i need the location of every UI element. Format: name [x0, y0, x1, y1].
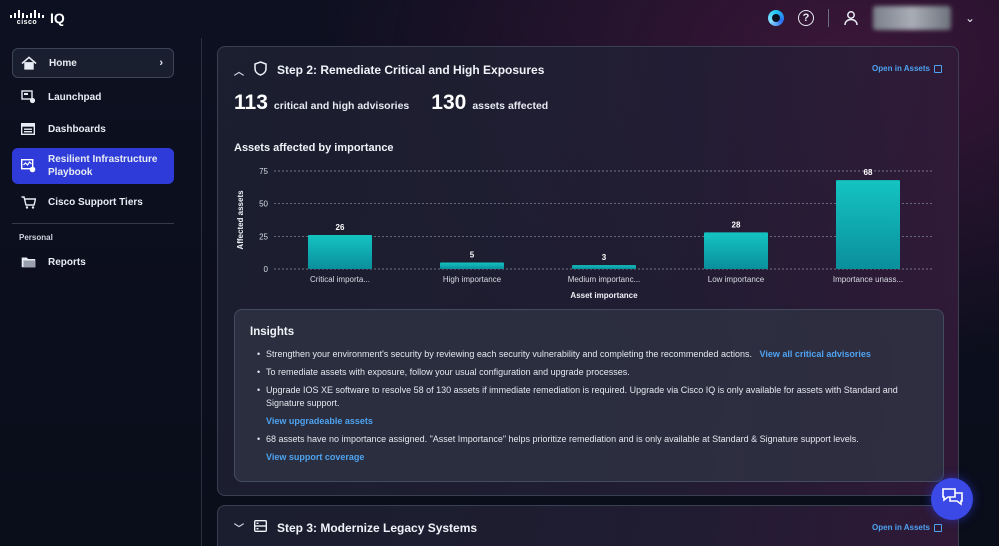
external-link-icon [934, 523, 942, 532]
step2-card: ︿ Step 2: Remediate Critical and High Ex… [217, 46, 959, 496]
bar [308, 235, 372, 269]
bar [572, 265, 636, 269]
sidebar-item-launchpad[interactable]: Launchpad [12, 82, 174, 112]
sidebar-item-dashboards[interactable]: Dashboards [12, 114, 174, 144]
list-item: 68 assets have no importance assigned. "… [257, 433, 937, 464]
bar-value-label: 68 [864, 168, 873, 177]
dashboards-icon [20, 123, 36, 135]
step2-title: Step 2: Remediate Critical and High Expo… [277, 63, 545, 77]
sidebar-item-label: Resilient Infrastructure Playbook [48, 154, 158, 178]
assets-by-importance-chart: 0 25 50 75 26 Critical importa... 5 High import… [236, 167, 934, 300]
product-name: IQ [50, 10, 65, 26]
user-icon[interactable] [843, 10, 859, 26]
chat-assistant-icon [940, 486, 964, 513]
sidebar-item-playbook[interactable]: Resilient Infrastructure Playbook [12, 148, 174, 184]
list-item: Upgrade IOS XE software to resolve 58 of… [257, 384, 937, 428]
ai-assistant-button[interactable] [931, 478, 973, 520]
sidebar-item-reports[interactable]: Reports [12, 247, 174, 277]
user-name-blurred[interactable] [872, 6, 951, 30]
x-tick-label: Critical importa... [310, 275, 370, 284]
launchpad-icon [20, 90, 36, 104]
x-tick-label: Low importance [708, 275, 765, 284]
assets-affected-count: 130 [431, 91, 467, 114]
help-icon[interactable]: ? [797, 10, 814, 26]
open-link-label: Open in Assets [872, 64, 930, 73]
webex-icon[interactable] [767, 10, 784, 26]
chart-title: Assets affected by importance [234, 142, 394, 154]
cisco-wordmark: cisco [16, 19, 38, 26]
list-item: Strengthen your environment's security b… [257, 348, 937, 361]
advisories-count: 113 [234, 91, 268, 114]
view-critical-advisories-link[interactable]: View all critical advisories [759, 349, 871, 359]
chevron-up-icon[interactable]: ︿ [234, 66, 244, 78]
bar-value-label: 26 [336, 223, 345, 232]
sidebar-item-support-tiers[interactable]: Cisco Support Tiers [12, 187, 174, 217]
content-divider [201, 38, 202, 546]
chevron-right-icon: › [159, 57, 163, 69]
sidebar-item-label: Reports [48, 256, 86, 268]
home-icon [21, 55, 37, 71]
bar-value-label: 28 [732, 220, 741, 229]
top-bar: cisco IQ ? ⌄ [0, 0, 999, 38]
y-axis-label: Affected assets [236, 190, 245, 250]
x-tick-label: Importance unass... [833, 275, 903, 284]
y-tick-label: 50 [259, 200, 268, 209]
insight-text: 68 assets have no importance assigned. "… [266, 434, 859, 444]
bar [440, 262, 504, 269]
insights-title: Insights [250, 326, 295, 338]
sidebar-item-label: Cisco Support Tiers [48, 196, 143, 208]
step2-open-in-assets-link[interactable]: Open in Assets [872, 64, 942, 73]
bar-value-label: 5 [470, 250, 475, 259]
sidebar-item-label: Home [49, 57, 77, 69]
y-tick-label: 0 [264, 265, 269, 274]
bar-value-label: 3 [602, 253, 607, 262]
open-link-label: Open in Assets [872, 523, 930, 532]
bar [704, 232, 768, 269]
playbook-icon [20, 159, 36, 173]
server-icon [253, 519, 268, 535]
chevron-down-icon[interactable]: ﹀ [234, 524, 244, 535]
insight-text: Strengthen your environment's security b… [266, 349, 752, 359]
x-tick-label: High importance [443, 275, 502, 284]
step3-card: ﹀ Step 3: Modernize Legacy Systems Open … [217, 505, 959, 546]
insight-text: Upgrade IOS XE software to resolve 58 of… [266, 385, 898, 408]
view-support-coverage-link[interactable]: View support coverage [266, 452, 365, 462]
x-axis-label: Asset importance [570, 291, 638, 300]
view-upgradeable-assets-link[interactable]: View upgradeable assets [266, 416, 373, 426]
step3-header[interactable]: ﹀ Step 3: Modernize Legacy Systems [234, 519, 478, 535]
step2-header[interactable]: ︿ Step 2: Remediate Critical and High Ex… [234, 61, 544, 79]
advisories-label: critical and high advisories [273, 100, 410, 112]
sidebar-divider [12, 223, 174, 224]
step3-open-in-assets-link[interactable]: Open in Assets [872, 523, 942, 532]
insights-panel: Insights Strengthen your environment's s… [234, 309, 944, 482]
shield-icon [254, 61, 267, 79]
chevron-down-icon[interactable]: ⌄ [964, 11, 975, 25]
external-link-icon [934, 64, 942, 73]
sidebar-item-home[interactable]: Home › [12, 48, 174, 78]
insights-list: Strengthen your environment's security b… [257, 348, 937, 469]
cisco-iq-logo[interactable]: cisco IQ [10, 10, 65, 26]
y-tick-label: 25 [259, 232, 268, 241]
assets-affected-label: assets affected [472, 100, 549, 112]
cisco-logo-icon: cisco [10, 10, 44, 26]
y-tick-label: 75 [259, 167, 268, 176]
bar [836, 180, 900, 269]
sidebar-item-label: Dashboards [48, 123, 106, 135]
step2-stats: 113 critical and high advisories 130 ass… [234, 91, 564, 115]
step3-title: Step 3: Modernize Legacy Systems [277, 520, 478, 535]
folder-icon [20, 256, 36, 268]
sidebar: Home › Launchpad Dashboards Resilient In… [0, 38, 186, 546]
sidebar-item-label: Launchpad [48, 91, 102, 103]
list-item: To remediate assets with exposure, follo… [257, 366, 937, 379]
header-divider [827, 9, 829, 27]
cart-icon [20, 195, 36, 209]
x-tick-label: Medium importanc... [568, 275, 640, 284]
sidebar-section-label: Personal [19, 233, 53, 242]
insight-text: To remediate assets with exposure, follo… [266, 367, 630, 377]
